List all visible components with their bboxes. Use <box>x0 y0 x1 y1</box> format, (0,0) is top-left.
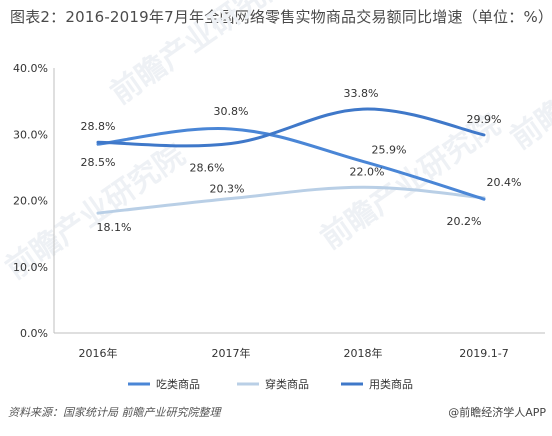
data-label: 18.1% <box>97 221 132 234</box>
data-label: 25.9% <box>372 143 407 156</box>
brand-credit: @前瞻经济学人APP <box>448 406 546 419</box>
data-label: 20.4% <box>487 176 522 189</box>
legend-label: 穿类商品 <box>265 377 309 391</box>
data-label: 33.8% <box>344 87 379 100</box>
watermark-text: 前瞻产业研究院 <box>315 107 507 256</box>
source-note: 资料来源：国家统计局 前瞻产业研究院整理 <box>8 406 221 419</box>
data-label: 20.2% <box>447 215 482 228</box>
watermark-text: 前瞻产业研究院 <box>505 7 552 156</box>
y-tick-label: 0.0% <box>20 327 48 340</box>
y-tick-label: 20.0% <box>13 195 48 208</box>
data-label-layer: 28.5% 30.8% 25.9% 20.2% 18.1% 20.3% 22.0% 20.4%… <box>81 87 522 234</box>
data-label: 28.5% <box>81 156 116 169</box>
data-label: 20.3% <box>210 183 245 196</box>
legend: 吃类商品 穿类商品 用类商品 <box>128 377 413 391</box>
watermark-text: 前瞻产业研究院 <box>105 0 297 112</box>
y-tick-label: 10.0% <box>13 261 48 274</box>
axes: 0.0% 10.0% 20.0% 30.0% 40.0% 2016年 2017年 2018年 2… <box>13 62 545 360</box>
x-tick-label: 2017年 <box>212 346 251 360</box>
data-label: 28.8% <box>81 120 116 133</box>
series-line <box>96 185 486 215</box>
data-label: 22.0% <box>350 165 385 178</box>
data-label: 29.9% <box>467 113 502 126</box>
y-tick-label: 40.0% <box>13 62 48 75</box>
y-tick-label: 30.0% <box>13 128 48 141</box>
chart-title: 图表2：2016-2019年7月年全国网络零售实物商品交易额同比增速（单位：%） <box>10 8 552 26</box>
data-label: 28.6% <box>190 162 225 175</box>
x-tick-label: 2019.1-7 <box>459 347 508 360</box>
footer: 资料来源：国家统计局 前瞻产业研究院整理 @前瞻经济学人APP <box>0 402 552 422</box>
x-tick-label: 2016年 <box>79 346 118 360</box>
series-line <box>96 127 486 201</box>
x-tick-label: 2018年 <box>344 346 383 360</box>
series-line <box>96 107 486 148</box>
legend-label: 用类商品 <box>369 377 413 391</box>
data-label: 30.8% <box>214 105 249 118</box>
legend-label: 吃类商品 <box>156 377 200 391</box>
series-layer <box>96 107 486 215</box>
